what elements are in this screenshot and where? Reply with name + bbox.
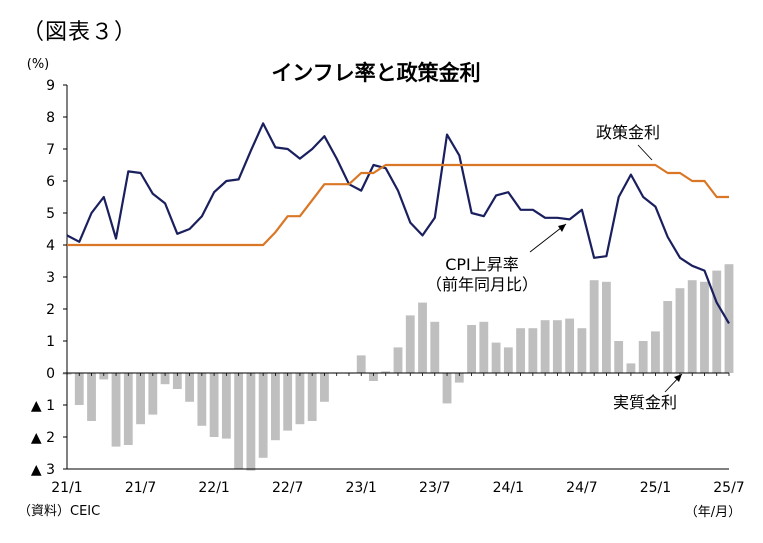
- real-rate-bars: [62, 264, 734, 471]
- real-rate-bar: [712, 270, 722, 373]
- real-rate-bar: [209, 373, 219, 437]
- real-rate-bar: [528, 328, 538, 373]
- real-rate-bar: [185, 373, 195, 402]
- y-tick-label: 4: [46, 238, 55, 254]
- chart-title: インフレ率と政策金利: [271, 61, 480, 85]
- real-rate-bar: [356, 355, 366, 373]
- real-rate-bar: [491, 342, 501, 373]
- x-axis-unit: （年/月）: [685, 505, 741, 520]
- source-note: （資料）CEIC: [18, 504, 101, 519]
- y-tick-label: 8: [46, 110, 55, 126]
- real-rate-bar: [123, 373, 133, 445]
- x-tick-label: 22/7: [272, 480, 303, 496]
- y-tick-label: ▲ 3: [31, 462, 55, 478]
- real-rate-bar: [589, 280, 599, 373]
- x-tick-label: 23/1: [345, 480, 376, 496]
- real-rate-bar: [295, 373, 305, 425]
- axes: 9 8 7 6 5 4 3 2 1 0 ▲ 1 ▲ 2 ▲ 3 21/1 21/7 22/1 22/7 23/1 2…: [31, 78, 745, 496]
- x-tick-label: 25/7: [713, 480, 744, 496]
- series-lines: [66, 122, 730, 324]
- real-rate-bar: [626, 363, 636, 373]
- real-rate-bar: [442, 373, 452, 404]
- x-tick-label: 22/1: [198, 480, 229, 496]
- real-rate-bar: [234, 373, 244, 469]
- real-rate-bar: [246, 373, 256, 471]
- real-rate-bar: [418, 302, 427, 373]
- real-rate-bar: [369, 373, 378, 381]
- y-tick-label: 9: [46, 78, 55, 94]
- policy-rate-leader: [637, 144, 653, 161]
- real-rate-bar: [687, 280, 697, 373]
- y-tick-label: 0: [46, 366, 55, 382]
- real-rate-bar: [320, 373, 329, 402]
- y-tick-label: ▲ 1: [31, 398, 55, 414]
- real-rate-bar: [270, 373, 280, 441]
- real-rate-bar: [283, 373, 293, 431]
- real-rate-bar: [601, 281, 611, 373]
- y-tick-label: 3: [46, 270, 55, 286]
- annotations: 政策金利 CPI上昇率（前年同月比） 実質金利: [426, 123, 683, 412]
- real-rate-bar: [467, 325, 476, 373]
- real-rate-bar: [663, 301, 673, 373]
- real-rate-bar: [258, 373, 268, 458]
- y-tick-label: 7: [46, 142, 55, 158]
- real-rate-bar: [540, 320, 550, 373]
- x-tick-label: 21/7: [125, 480, 156, 496]
- real-rate-bar: [565, 318, 575, 373]
- real-rate-bar: [454, 373, 464, 383]
- cpi-label-line2: （前年同月比）: [426, 275, 538, 294]
- real-rate-bar: [405, 315, 415, 373]
- real-rate-bar: [74, 373, 84, 405]
- real-rate-bar: [393, 347, 403, 373]
- real-rate-bar: [381, 371, 391, 373]
- y-tick-label: 5: [46, 206, 55, 222]
- real-rate-bar: [87, 373, 96, 421]
- real-rate-bar: [99, 373, 109, 380]
- real-rate-bar: [111, 373, 121, 447]
- real-rate-bar: [307, 373, 317, 421]
- real-rate-bar: [638, 341, 648, 373]
- real-rate-bar: [552, 320, 562, 373]
- real-rate-bar: [675, 288, 685, 373]
- real-rate-bar: [700, 281, 709, 373]
- real-rate-bar: [148, 373, 158, 415]
- real-rate-bar: [136, 373, 145, 425]
- figure-label: （図表３）: [22, 20, 138, 45]
- real-rate-bar: [724, 264, 734, 373]
- y-tick-label: ▲ 2: [31, 430, 55, 446]
- real-rate-bar: [172, 373, 182, 389]
- policy-rate-line: [67, 163, 729, 247]
- cpi-line: [66, 122, 730, 324]
- x-tick-label: 24/1: [493, 480, 524, 496]
- y-axis-unit: (%): [27, 57, 50, 72]
- y-tick-label: 6: [46, 174, 55, 190]
- y-tick-label: 2: [46, 302, 55, 318]
- y-tick-label: 1: [46, 334, 55, 350]
- real-rate-bar: [197, 373, 207, 426]
- real-rate-bar: [479, 321, 489, 373]
- real-rate-bar: [577, 328, 587, 373]
- x-tick-label: 24/7: [566, 480, 597, 496]
- cpi-arrowhead: [558, 224, 566, 232]
- x-tick-label: 21/1: [51, 480, 82, 496]
- x-tick-label: 25/1: [640, 480, 671, 496]
- real-rate-bar: [614, 341, 624, 373]
- x-tick-label: 23/7: [419, 480, 450, 496]
- real-rate-label: 実質金利: [613, 393, 677, 412]
- real-rate-bar: [221, 373, 231, 439]
- real-rate-bar: [651, 331, 660, 373]
- real-rate-bar: [160, 373, 170, 385]
- real-rate-bar: [503, 347, 513, 373]
- cpi-label-line1: CPI上昇率: [445, 255, 519, 274]
- real-rate-bar: [430, 321, 440, 373]
- real-rate-bar: [516, 328, 526, 373]
- real-rate-arrowhead: [674, 374, 682, 382]
- policy-rate-label: 政策金利: [596, 123, 660, 142]
